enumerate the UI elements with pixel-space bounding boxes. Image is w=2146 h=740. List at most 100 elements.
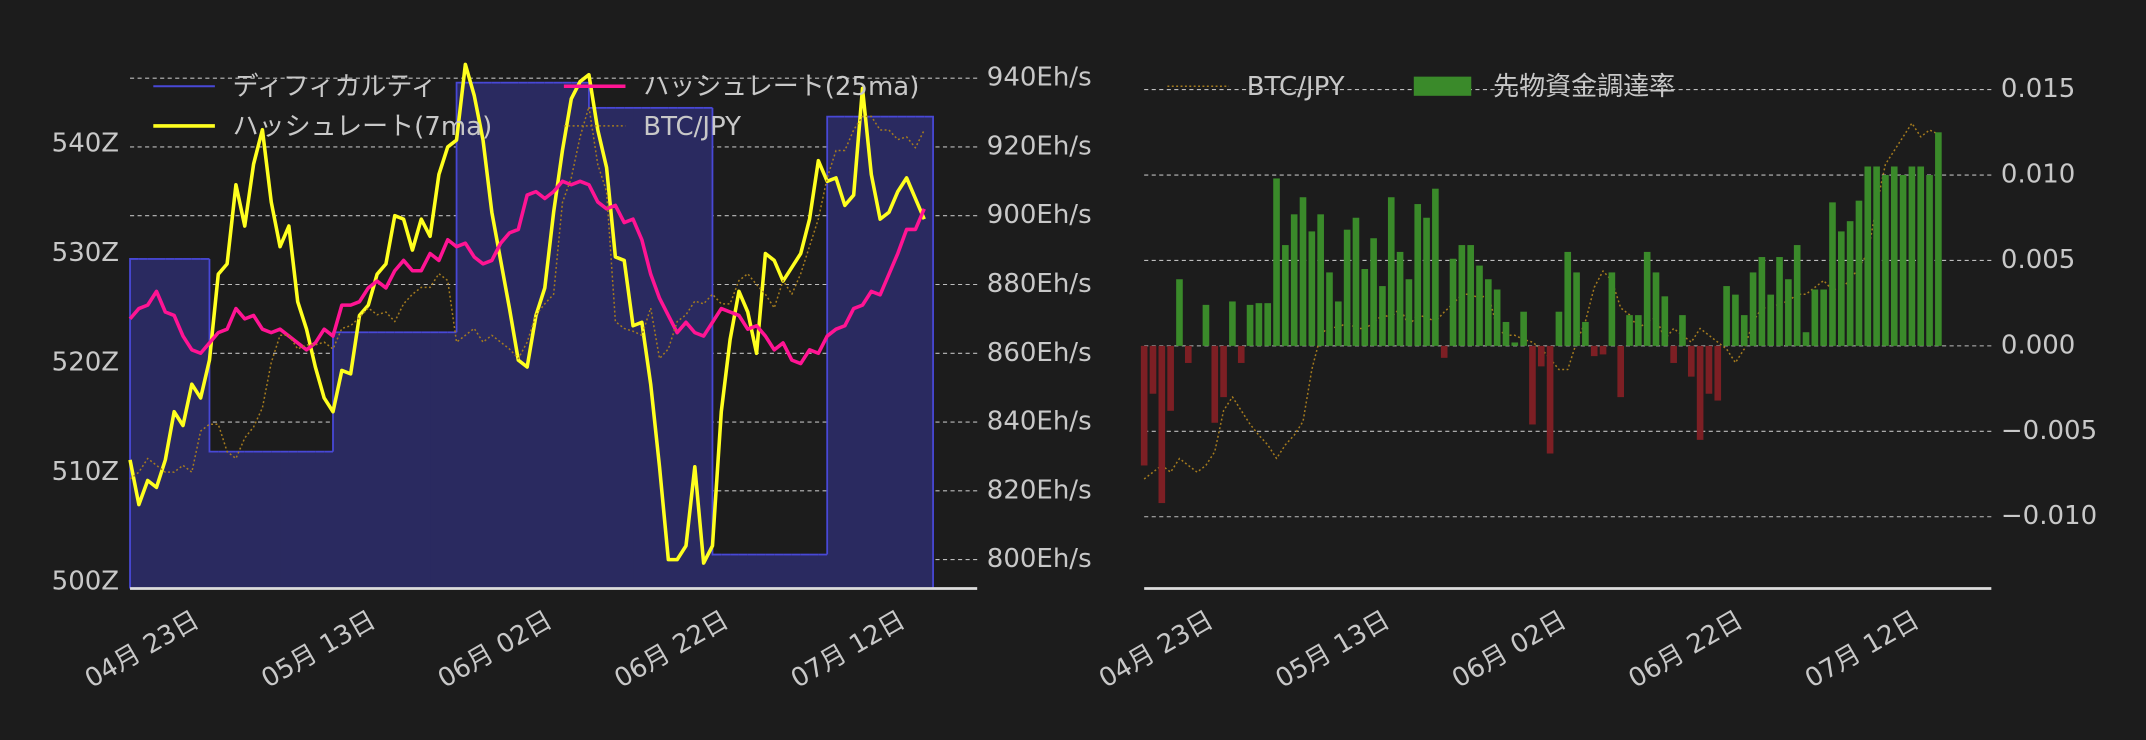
area-step bbox=[147, 258, 157, 589]
bar bbox=[1635, 315, 1642, 346]
bar bbox=[1326, 272, 1333, 346]
area-step bbox=[333, 332, 343, 589]
bar bbox=[1626, 315, 1633, 346]
bar bbox=[1696, 345, 1704, 440]
area-step bbox=[456, 82, 466, 589]
area-step bbox=[262, 451, 272, 589]
area-step bbox=[809, 554, 819, 589]
bar bbox=[1820, 289, 1827, 346]
bar bbox=[1184, 345, 1192, 363]
y-tick-label: 500Z bbox=[52, 566, 119, 596]
area-step bbox=[430, 332, 440, 589]
area-step bbox=[271, 451, 281, 589]
area-step bbox=[350, 332, 360, 589]
y-tick-label: 530Z bbox=[52, 238, 119, 268]
legend-label: 先物資金調達率 bbox=[1493, 72, 1675, 102]
area-step bbox=[500, 82, 510, 589]
area-step bbox=[677, 107, 687, 589]
area-step bbox=[491, 82, 502, 589]
area-step bbox=[341, 332, 352, 589]
bar bbox=[1908, 166, 1916, 346]
y-tick-label: 520Z bbox=[52, 347, 119, 377]
bar bbox=[1387, 197, 1395, 346]
area-step bbox=[535, 82, 546, 589]
area-step bbox=[280, 451, 290, 589]
area-step bbox=[588, 107, 599, 589]
bar bbox=[1449, 258, 1457, 346]
area-step bbox=[156, 258, 166, 589]
bar bbox=[1255, 303, 1263, 346]
area-step bbox=[412, 332, 422, 589]
y-tick-label: 940Eh/s bbox=[987, 63, 1092, 93]
area-step bbox=[836, 116, 846, 589]
area-step bbox=[624, 107, 634, 589]
area-step bbox=[765, 554, 775, 589]
legend-label: ハッシュレート(7ma) bbox=[233, 112, 493, 142]
area-step bbox=[447, 332, 457, 589]
bar bbox=[1423, 217, 1430, 346]
area-step bbox=[174, 258, 184, 589]
area-step bbox=[562, 82, 572, 589]
area-step bbox=[730, 554, 740, 589]
y-tick-label: 0.000 bbox=[2001, 330, 2075, 360]
area-step bbox=[394, 332, 405, 589]
bar bbox=[1935, 132, 1942, 346]
bar bbox=[1220, 345, 1227, 398]
bar bbox=[1776, 257, 1783, 346]
bar bbox=[1652, 272, 1660, 346]
area-step bbox=[712, 554, 722, 589]
bar bbox=[1476, 265, 1483, 346]
area-edge bbox=[924, 115, 934, 589]
bar bbox=[1396, 251, 1404, 346]
area-step bbox=[288, 451, 299, 589]
area-step bbox=[800, 554, 810, 589]
bar bbox=[1529, 345, 1536, 425]
area-step bbox=[244, 451, 254, 589]
line bbox=[128, 179, 926, 366]
area-step bbox=[518, 82, 528, 589]
area-step bbox=[421, 332, 431, 589]
bar bbox=[1440, 345, 1448, 358]
bar bbox=[1899, 175, 1907, 346]
bar bbox=[1282, 245, 1289, 346]
legend-label: ディフィカルティ bbox=[233, 72, 437, 102]
area-step bbox=[465, 82, 475, 589]
area-step bbox=[324, 451, 334, 589]
bar bbox=[1643, 251, 1651, 346]
area-step bbox=[650, 107, 660, 589]
bar bbox=[1352, 217, 1360, 346]
area-step bbox=[209, 451, 219, 589]
bar bbox=[1158, 345, 1166, 504]
area-step bbox=[544, 82, 555, 589]
bar bbox=[1599, 345, 1607, 355]
area-step bbox=[871, 116, 881, 589]
area-step bbox=[694, 107, 705, 589]
area-step bbox=[615, 107, 625, 589]
legend-label: BTC/JPY bbox=[1247, 72, 1345, 102]
bar bbox=[1379, 286, 1386, 346]
bar bbox=[1617, 345, 1625, 398]
bar bbox=[1264, 303, 1272, 346]
area-step bbox=[438, 332, 449, 589]
bar bbox=[1140, 345, 1148, 466]
area-step bbox=[359, 332, 369, 589]
area-step bbox=[403, 332, 413, 589]
area-step bbox=[597, 107, 607, 589]
legend-label: ハッシュレート(25ma) bbox=[643, 72, 919, 102]
bar bbox=[1732, 294, 1739, 346]
bar bbox=[1370, 238, 1377, 346]
y-tick-label: 840Eh/s bbox=[987, 407, 1092, 437]
bar bbox=[1458, 245, 1466, 346]
area-step bbox=[659, 107, 669, 589]
area-step bbox=[218, 451, 228, 589]
bar bbox=[1511, 342, 1519, 346]
bar bbox=[1405, 279, 1413, 346]
area-step bbox=[235, 451, 246, 589]
area-step bbox=[880, 116, 890, 589]
area-step bbox=[130, 258, 140, 589]
area-step bbox=[306, 451, 316, 589]
bar bbox=[1767, 294, 1775, 346]
y-tick-label: 800Eh/s bbox=[987, 544, 1092, 574]
bar bbox=[1855, 200, 1863, 346]
